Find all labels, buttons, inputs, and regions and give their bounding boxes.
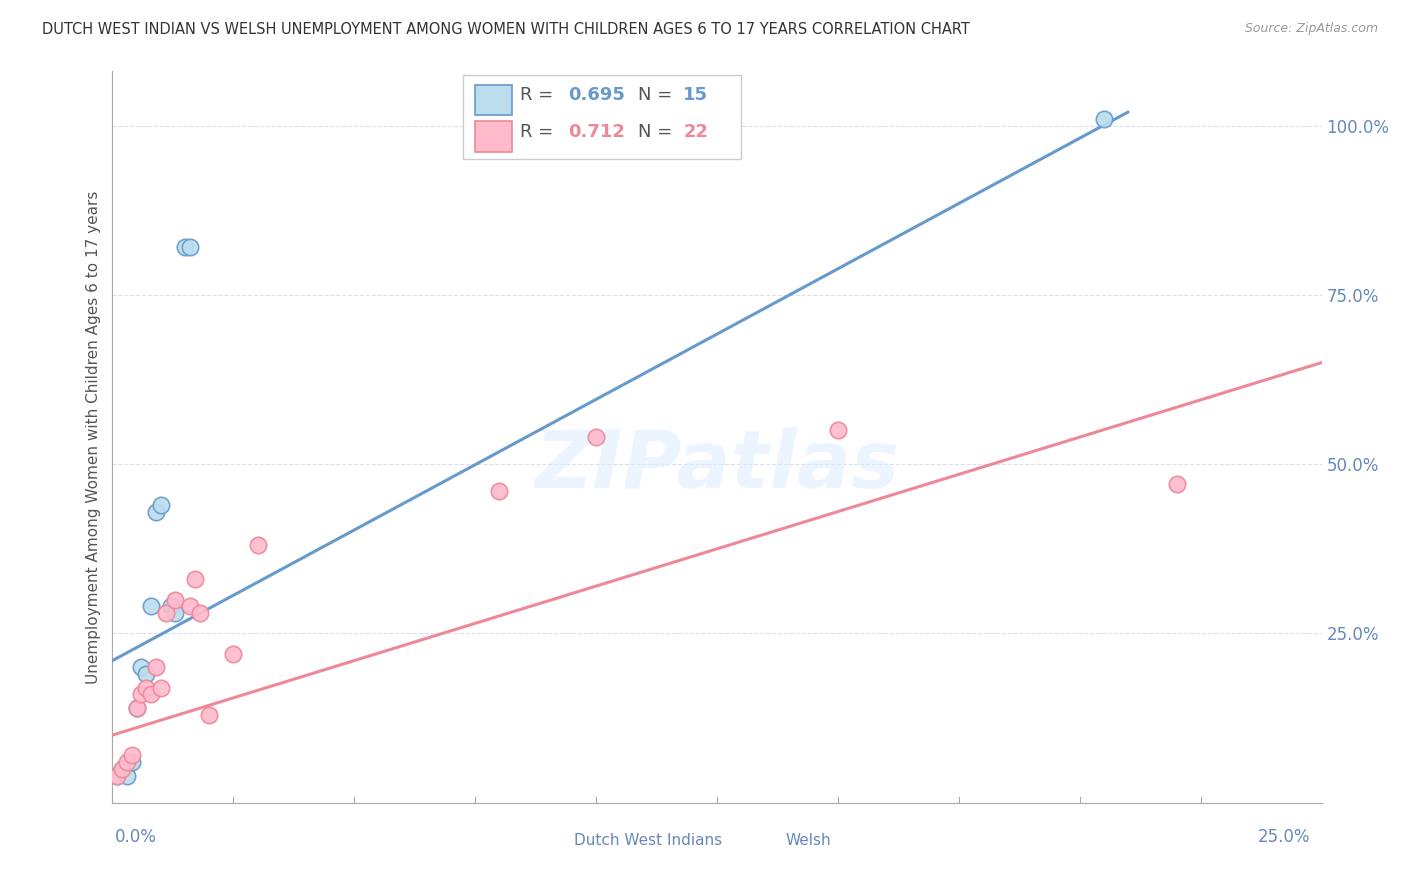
Point [135,667,157,681]
Text: Dutch West Indians: Dutch West Indians [575,833,723,848]
Point [585,430,607,444]
Point [165,606,187,620]
Y-axis label: Unemployment Among Women with Children Ages 6 to 17 years: Unemployment Among Women with Children A… [86,190,101,684]
Text: 22: 22 [683,123,709,141]
FancyBboxPatch shape [463,75,741,159]
Point [179,599,201,614]
Point [149,681,172,695]
Point [145,660,167,674]
Point [222,647,245,661]
Point [183,572,205,586]
Point [125,701,148,715]
Point [111,762,134,776]
Point [115,755,138,769]
Point [165,592,187,607]
FancyBboxPatch shape [475,85,512,115]
Point [121,755,143,769]
FancyBboxPatch shape [741,829,778,854]
Text: N =: N = [638,87,679,104]
Point [105,769,128,783]
Text: 0.695: 0.695 [568,87,626,104]
Point [105,769,128,783]
Point [141,688,163,702]
Point [145,505,167,519]
FancyBboxPatch shape [530,829,565,854]
Text: 0.712: 0.712 [568,123,626,141]
Point [115,769,138,783]
Point [155,606,177,620]
Point [111,762,134,776]
Point [159,599,181,614]
FancyBboxPatch shape [475,121,512,152]
Point [141,599,163,614]
Point [1092,112,1115,126]
Point [488,484,510,499]
Point [149,498,172,512]
Text: ZIPatlas: ZIPatlas [534,427,900,506]
Text: 15: 15 [683,87,709,104]
Point [131,688,153,702]
Point [1166,477,1188,491]
Point [131,660,153,674]
Text: R =: R = [520,123,560,141]
Point [121,748,143,763]
Point [198,707,221,722]
Text: N =: N = [638,123,679,141]
Point [135,681,157,695]
Point [174,240,197,254]
Point [188,606,211,620]
Text: Welsh: Welsh [786,833,831,848]
Point [827,423,849,437]
Point [179,240,201,254]
Text: R =: R = [520,87,560,104]
Text: DUTCH WEST INDIAN VS WELSH UNEMPLOYMENT AMONG WOMEN WITH CHILDREN AGES 6 TO 17 Y: DUTCH WEST INDIAN VS WELSH UNEMPLOYMENT … [42,22,970,37]
Point [246,538,269,552]
Text: 0.0%: 0.0% [115,828,157,846]
Text: Source: ZipAtlas.com: Source: ZipAtlas.com [1244,22,1378,36]
Point [125,701,148,715]
Text: 25.0%: 25.0% [1258,828,1310,846]
